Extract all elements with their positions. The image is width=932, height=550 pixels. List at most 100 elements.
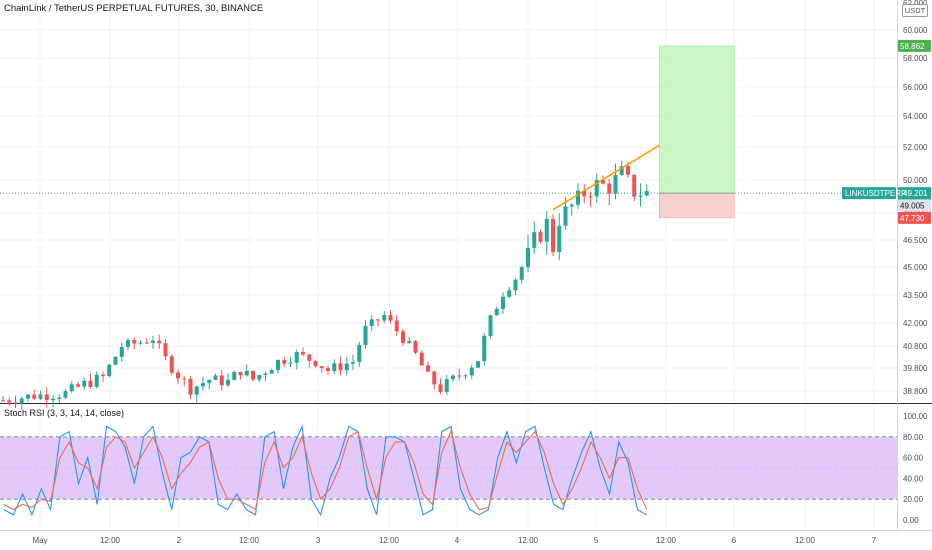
candle-body xyxy=(376,319,380,321)
candle-body xyxy=(1,400,5,402)
candle-body xyxy=(194,386,199,395)
candle-body xyxy=(432,371,437,385)
price-tick-label: 56.000 xyxy=(903,83,928,92)
candle-body xyxy=(519,267,524,280)
trend-line xyxy=(552,144,660,211)
candle-body xyxy=(188,378,193,395)
price-tick-label: 52.000 xyxy=(903,143,928,152)
time-tick-label: 12:00 xyxy=(239,536,260,545)
candle-body xyxy=(244,370,249,376)
candle-body xyxy=(501,296,505,309)
candle-body xyxy=(32,394,37,399)
candle-body xyxy=(544,218,549,242)
candle-body xyxy=(507,290,512,297)
candle-body xyxy=(413,341,418,353)
candle-body xyxy=(163,343,168,357)
symbol-tag: LINKUSDTPERP xyxy=(845,189,906,198)
candle-body xyxy=(201,383,205,387)
candle-body xyxy=(282,359,287,364)
time-tick-label: May xyxy=(32,536,47,545)
candle-body xyxy=(601,180,605,184)
candle-body xyxy=(451,375,455,380)
candle-body xyxy=(107,364,112,376)
candle-body xyxy=(76,384,80,387)
candle-body xyxy=(407,341,412,343)
candle-body xyxy=(307,354,312,361)
candle-body xyxy=(238,372,243,376)
candle-body xyxy=(382,314,387,321)
candle-body xyxy=(69,384,74,392)
candle-body xyxy=(513,279,518,291)
candle-body xyxy=(226,379,230,386)
price-tick-label: 54.000 xyxy=(903,112,928,121)
candle-body xyxy=(607,183,612,194)
candle-body xyxy=(369,319,374,326)
candle-body xyxy=(57,397,62,399)
stop-price-tag: 47.730 xyxy=(900,214,925,223)
candle-body xyxy=(207,379,212,384)
candle-body xyxy=(263,373,268,376)
candle-body xyxy=(576,190,580,205)
candle-body xyxy=(151,340,155,343)
candle-body xyxy=(7,400,12,403)
candle-body xyxy=(82,380,87,387)
candle-body xyxy=(638,195,643,197)
candle-body xyxy=(138,342,143,344)
candle-body xyxy=(444,379,449,392)
price-tick-label: 58.000 xyxy=(903,54,928,63)
candle-body xyxy=(426,365,430,372)
candle-body xyxy=(326,368,330,372)
candle-body xyxy=(51,398,55,401)
candle-body xyxy=(538,232,543,242)
entry-price-tag: 49.005 xyxy=(900,201,925,210)
candle-body xyxy=(494,308,499,316)
stoch-tick-label: 80.00 xyxy=(903,433,924,442)
candle-body xyxy=(101,374,105,376)
time-tick-label: 3 xyxy=(316,536,321,545)
entry-price-tag-bg xyxy=(898,199,931,212)
candle-body xyxy=(394,320,399,332)
candle-body xyxy=(288,362,293,364)
price-tick-label: 46.500 xyxy=(903,236,928,245)
candle-body xyxy=(351,361,355,364)
time-tick-label: 12:00 xyxy=(100,536,121,545)
time-tick-label: 6 xyxy=(732,536,737,545)
stoch-k-line xyxy=(3,424,648,517)
candle-body xyxy=(463,375,468,377)
candle-body xyxy=(94,374,99,387)
candle-body xyxy=(632,174,637,197)
currency-button[interactable]: USDT xyxy=(902,4,928,17)
candle-body xyxy=(476,361,480,368)
time-tick-label: 4 xyxy=(455,536,460,545)
candle-body xyxy=(526,247,530,268)
stoch-rsi-title: Stoch RSI (3, 3, 14, 14, close) xyxy=(4,408,125,418)
stoch-tick-label: 20.00 xyxy=(903,495,924,504)
stoch-band xyxy=(0,436,897,500)
candle-body xyxy=(176,372,180,379)
stoch-d-line xyxy=(3,429,648,511)
time-tick-label: 12:00 xyxy=(656,536,677,545)
candle-body xyxy=(182,378,187,380)
candle-body xyxy=(157,340,162,344)
candle-body xyxy=(551,218,555,253)
time-tick-label: 12:00 xyxy=(379,536,400,545)
last-price-tag: 49.201 xyxy=(903,189,928,198)
price-tick-label: 39.800 xyxy=(903,364,928,373)
price-tick-label: 45.000 xyxy=(903,263,928,272)
candle-body xyxy=(119,347,124,357)
target-price-tag-bg xyxy=(898,39,931,52)
candle-body xyxy=(457,375,462,377)
candle-body xyxy=(532,232,537,248)
stop-price-tag-bg xyxy=(898,211,931,224)
candle-body xyxy=(294,352,299,363)
candle-body xyxy=(213,375,218,380)
candle-body xyxy=(594,180,599,197)
candle-body xyxy=(26,394,30,399)
time-tick-label: 2 xyxy=(177,536,182,545)
candle-body xyxy=(613,174,618,194)
price-tick-label: 60.000 xyxy=(903,26,928,35)
candle-body xyxy=(251,370,255,380)
candle-body xyxy=(319,366,324,369)
target-zone xyxy=(658,45,735,194)
